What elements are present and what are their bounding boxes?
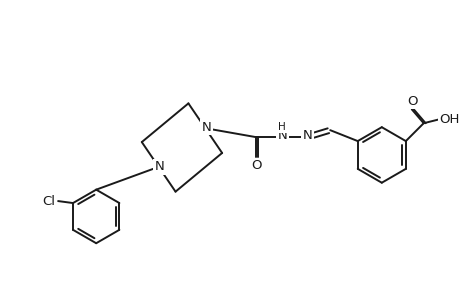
Text: N: N [302,129,312,142]
Text: N: N [277,129,287,142]
Text: O: O [251,159,262,172]
Text: N: N [154,160,164,173]
Text: N: N [201,121,211,134]
Text: O: O [407,95,417,108]
Text: OH: OH [438,113,459,126]
Text: H: H [277,122,285,132]
Text: Cl: Cl [43,195,56,208]
